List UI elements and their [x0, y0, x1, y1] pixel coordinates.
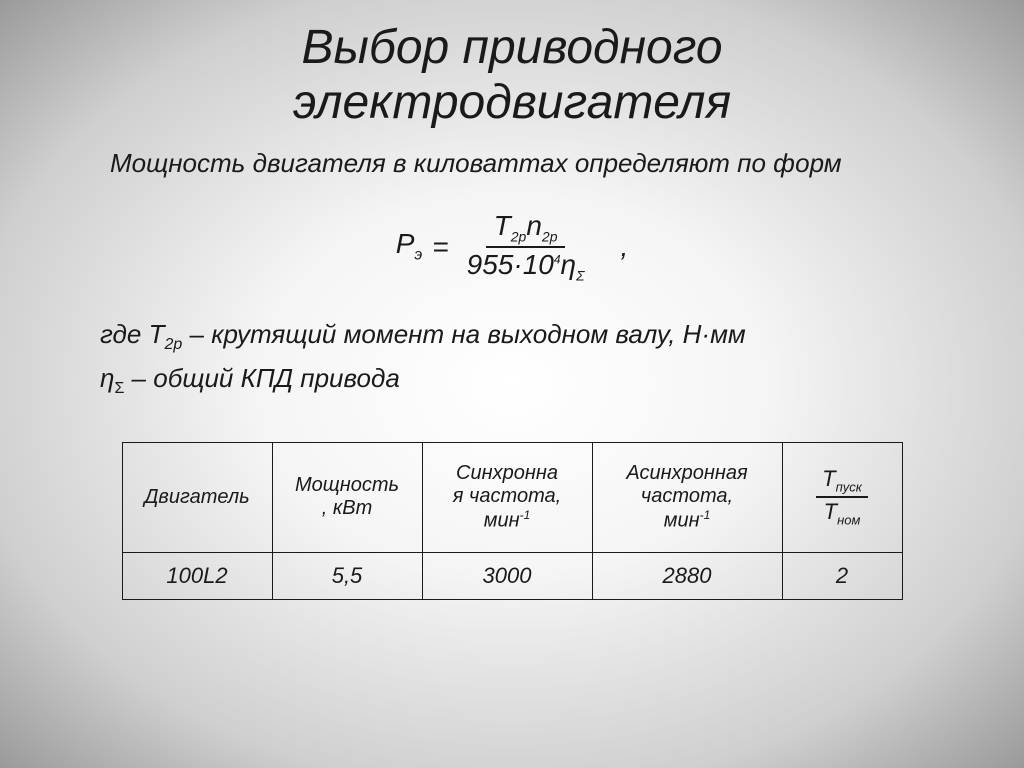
formula-fraction: T2рn2р 955·104ηΣ: [459, 209, 593, 284]
formula-p-symbol: P: [396, 228, 415, 259]
cell-sync-freq: 3000: [422, 552, 592, 599]
table-header-row: Двигатель Мощность , кВт Синхронна я час…: [122, 442, 902, 552]
title-line-1: Выбор приводного: [301, 21, 722, 74]
slide-title: Выбор приводного электродвигателя: [40, 20, 984, 130]
def-line-1: где T2р – крутящий момент на выходном ва…: [100, 314, 984, 358]
cell-torque-ratio: 2: [782, 552, 902, 599]
formula-p-sub: э: [414, 247, 422, 264]
motor-table: Двигатель Мощность , кВт Синхронна я час…: [122, 442, 903, 600]
formula-comma: ,: [620, 231, 628, 263]
cell-motor: 100L2: [122, 552, 272, 599]
formula-equals: =: [432, 231, 448, 263]
col-header-sync-freq: Синхронна я частота, мин-1: [422, 442, 592, 552]
formula-numerator: T2рn2р: [486, 209, 566, 247]
col-header-async-freq: Асинхронная частота, мин-1: [592, 442, 782, 552]
subtitle-text: Мощность двигателя в киловаттах определя…: [110, 148, 984, 179]
formula-lhs: Pэ: [396, 228, 423, 265]
motor-table-wrap: Двигатель Мощность , кВт Синхронна я час…: [40, 442, 984, 600]
cell-power: 5,5: [272, 552, 422, 599]
torque-ratio-fraction: Tпуск Tном: [816, 467, 868, 528]
col-header-torque-ratio: Tпуск Tном: [782, 442, 902, 552]
formula-denominator: 955·104ηΣ: [459, 248, 593, 284]
definitions: где T2р – крутящий момент на выходном ва…: [100, 314, 984, 402]
col-header-motor: Двигатель: [122, 442, 272, 552]
cell-async-freq: 2880: [592, 552, 782, 599]
title-line-2: электродвигателя: [293, 76, 731, 129]
slide: Выбор приводного электродвигателя Мощнос…: [0, 0, 1024, 768]
col-header-power: Мощность , кВт: [272, 442, 422, 552]
table-row: 100L2 5,5 3000 2880 2: [122, 552, 902, 599]
formula: Pэ = T2рn2р 955·104ηΣ ,: [40, 209, 984, 284]
def-line-2: ηΣ – общий КПД привода: [100, 358, 984, 402]
